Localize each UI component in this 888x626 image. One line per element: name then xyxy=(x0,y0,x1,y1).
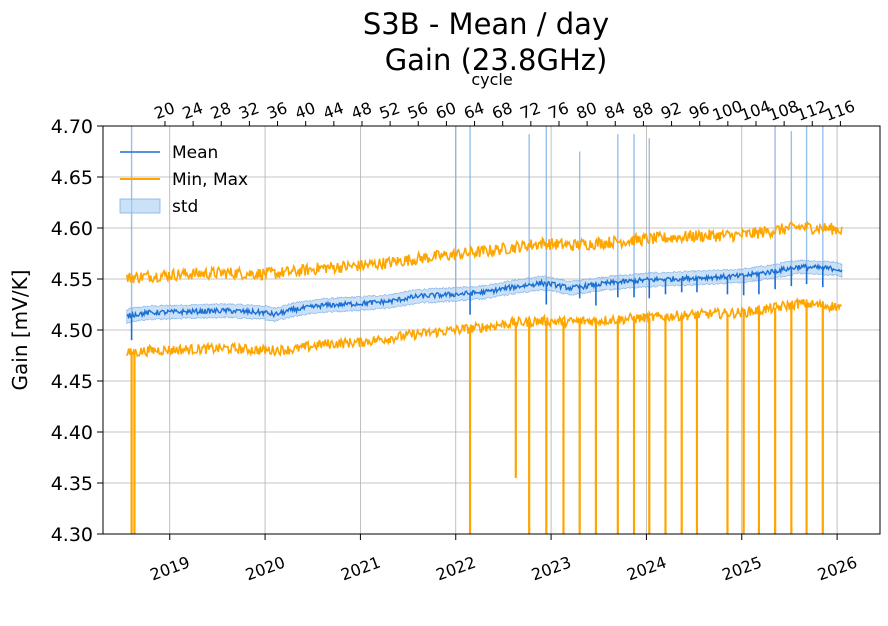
legend-std-label: std xyxy=(172,197,198,217)
cycle-tick-label: 44 xyxy=(321,98,347,123)
cycle-tick-label: 40 xyxy=(292,98,318,123)
y-axis-label: Gain [mV/K] xyxy=(8,270,32,391)
cycle-tick-label: 92 xyxy=(658,98,684,123)
legend-minmax-label: Min, Max xyxy=(172,170,248,190)
x-tick-label: 2019 xyxy=(148,553,193,585)
y-tick-label: 4.40 xyxy=(51,422,93,444)
x-tick-label: 2026 xyxy=(815,553,860,585)
cycle-tick-label: 116 xyxy=(822,96,857,124)
cycle-tick-label: 28 xyxy=(208,98,234,123)
cycle-tick-label: 68 xyxy=(489,98,515,123)
chart-title: S3B - Mean / day xyxy=(363,7,609,41)
x-tick-label: 2022 xyxy=(434,553,479,585)
min-line xyxy=(126,297,843,358)
legend-std-swatch xyxy=(119,198,161,214)
legend: Mean Min, Max std xyxy=(119,143,248,217)
cycle-tick-label: 64 xyxy=(461,98,487,123)
y-tick-label: 4.50 xyxy=(51,320,93,342)
x-tick-label: 2023 xyxy=(529,553,574,585)
y-tick-label: 4.60 xyxy=(51,218,93,240)
y-tick-label: 4.35 xyxy=(51,473,93,495)
cycle-tick-label: 72 xyxy=(518,98,544,123)
cycle-tick-label: 36 xyxy=(264,98,290,123)
chart-subtitle: Gain (23.8GHz) xyxy=(385,43,608,77)
axes-frame xyxy=(102,125,881,535)
cycle-tick-label: 80 xyxy=(574,98,600,123)
legend-mean-label: Mean xyxy=(172,143,218,163)
y-tick-label: 4.70 xyxy=(51,116,93,138)
cycle-tick-label: 96 xyxy=(686,98,712,123)
mean-line xyxy=(126,262,843,319)
cycle-tick-label: 88 xyxy=(630,98,656,123)
cycle-tick-label: 32 xyxy=(236,98,262,123)
x-tick-label: 2021 xyxy=(338,553,383,585)
max-line xyxy=(126,220,843,284)
y-tick-label: 4.45 xyxy=(51,371,93,393)
cycle-tick-label: 52 xyxy=(377,98,403,123)
cycle-tick-label: 24 xyxy=(180,98,206,123)
cycle-tick-label: 76 xyxy=(546,98,572,123)
cycle-tick-label: 56 xyxy=(405,98,431,123)
top-axis-label: cycle xyxy=(471,70,512,89)
y-tick-label: 4.30 xyxy=(51,524,93,546)
cycle-tick-label: 84 xyxy=(602,98,628,123)
cycle-tick-label: 20 xyxy=(152,98,178,123)
y-tick-label: 4.55 xyxy=(51,269,93,291)
cycle-tick-label: 48 xyxy=(349,98,375,123)
cycle-tick-label: 60 xyxy=(433,98,459,123)
x-tick-label: 2025 xyxy=(720,553,765,585)
x-tick-label: 2020 xyxy=(243,553,288,585)
plot-area xyxy=(126,126,843,534)
x-tick-label: 2024 xyxy=(624,553,669,585)
y-tick-label: 4.65 xyxy=(51,167,93,189)
